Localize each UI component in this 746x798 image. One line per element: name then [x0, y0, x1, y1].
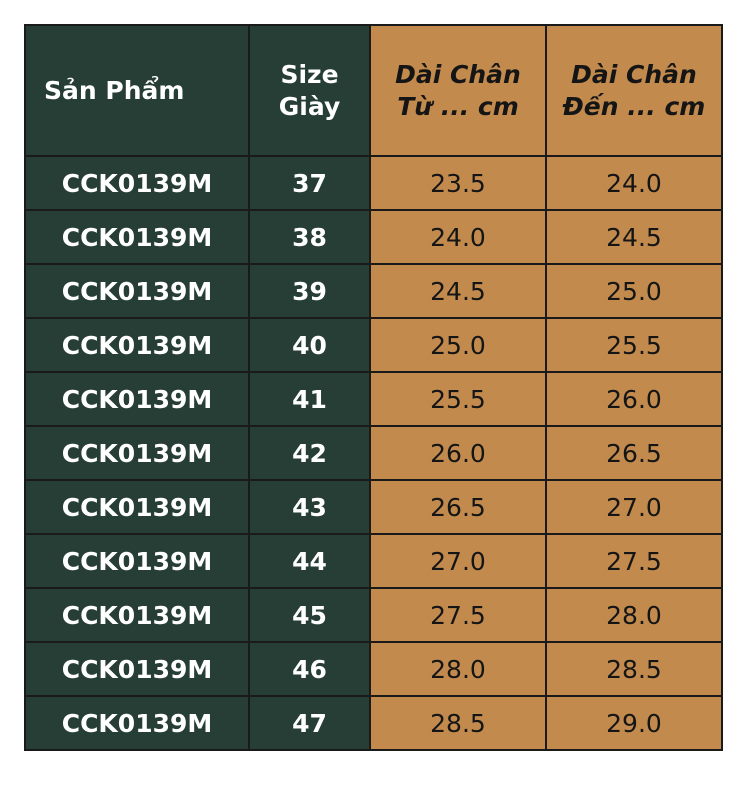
table-row: CCK0139M 37 23.5 24.0 — [24, 155, 723, 211]
header-from-line1: Dài Chân — [395, 59, 521, 89]
cell-size: 47 — [248, 695, 371, 751]
table-row: CCK0139M 38 24.0 24.5 — [24, 209, 723, 265]
cell-product: CCK0139M — [24, 695, 250, 751]
table-row: CCK0139M 43 26.5 27.0 — [24, 479, 723, 535]
table-row: CCK0139M 41 25.5 26.0 — [24, 371, 723, 427]
cell-size: 46 — [248, 641, 371, 697]
cell-size: 42 — [248, 425, 371, 481]
cell-length-to: 27.5 — [545, 533, 723, 589]
header-product: Sản Phẩm — [24, 24, 250, 157]
cell-size: 43 — [248, 479, 371, 535]
table-row: CCK0139M 42 26.0 26.5 — [24, 425, 723, 481]
cell-product: CCK0139M — [24, 263, 250, 319]
table-row: CCK0139M 44 27.0 27.5 — [24, 533, 723, 589]
cell-length-to: 27.0 — [545, 479, 723, 535]
cell-length-to: 26.0 — [545, 371, 723, 427]
cell-product: CCK0139M — [24, 479, 250, 535]
cell-size: 41 — [248, 371, 371, 427]
cell-size: 37 — [248, 155, 371, 211]
cell-length-from: 24.5 — [369, 263, 547, 319]
cell-length-to: 25.5 — [545, 317, 723, 373]
header-size-line1: Size — [280, 59, 339, 89]
header-to-line2: Đến ... cm — [562, 91, 706, 121]
cell-length-to: 29.0 — [545, 695, 723, 751]
header-product-label: Sản Phẩm — [44, 75, 185, 105]
cell-product: CCK0139M — [24, 425, 250, 481]
table-row: CCK0139M 39 24.5 25.0 — [24, 263, 723, 319]
cell-product: CCK0139M — [24, 155, 250, 211]
table-row: CCK0139M 47 28.5 29.0 — [24, 695, 723, 751]
cell-length-to: 26.5 — [545, 425, 723, 481]
cell-length-from: 23.5 — [369, 155, 547, 211]
cell-product: CCK0139M — [24, 533, 250, 589]
cell-length-from: 28.0 — [369, 641, 547, 697]
header-length-from: Dài Chân Từ ... cm — [369, 24, 547, 157]
cell-length-from: 27.0 — [369, 533, 547, 589]
cell-size: 39 — [248, 263, 371, 319]
cell-length-from: 25.5 — [369, 371, 547, 427]
cell-length-from: 27.5 — [369, 587, 547, 643]
table-row: CCK0139M 46 28.0 28.5 — [24, 641, 723, 697]
cell-length-from: 24.0 — [369, 209, 547, 265]
size-chart-table: Sản Phẩm Size Giày Dài Chân Từ ... cm Dà… — [24, 24, 723, 751]
cell-length-to: 28.5 — [545, 641, 723, 697]
cell-size: 44 — [248, 533, 371, 589]
cell-length-from: 25.0 — [369, 317, 547, 373]
cell-size: 45 — [248, 587, 371, 643]
cell-product: CCK0139M — [24, 371, 250, 427]
cell-length-to: 24.0 — [545, 155, 723, 211]
cell-length-from: 26.5 — [369, 479, 547, 535]
table-row: CCK0139M 45 27.5 28.0 — [24, 587, 723, 643]
header-from-line2: Từ ... cm — [397, 91, 519, 121]
cell-size: 40 — [248, 317, 371, 373]
table-header-row: Sản Phẩm Size Giày Dài Chân Từ ... cm Dà… — [24, 24, 723, 157]
cell-product: CCK0139M — [24, 641, 250, 697]
cell-length-to: 28.0 — [545, 587, 723, 643]
cell-product: CCK0139M — [24, 317, 250, 373]
cell-size: 38 — [248, 209, 371, 265]
header-length-to: Dài Chân Đến ... cm — [545, 24, 723, 157]
cell-length-from: 26.0 — [369, 425, 547, 481]
cell-length-to: 24.5 — [545, 209, 723, 265]
header-size: Size Giày — [248, 24, 371, 157]
table-row: CCK0139M 40 25.0 25.5 — [24, 317, 723, 373]
header-to-line1: Dài Chân — [571, 59, 697, 89]
header-size-line2: Giày — [278, 91, 341, 121]
cell-length-from: 28.5 — [369, 695, 547, 751]
cell-length-to: 25.0 — [545, 263, 723, 319]
cell-product: CCK0139M — [24, 587, 250, 643]
cell-product: CCK0139M — [24, 209, 250, 265]
